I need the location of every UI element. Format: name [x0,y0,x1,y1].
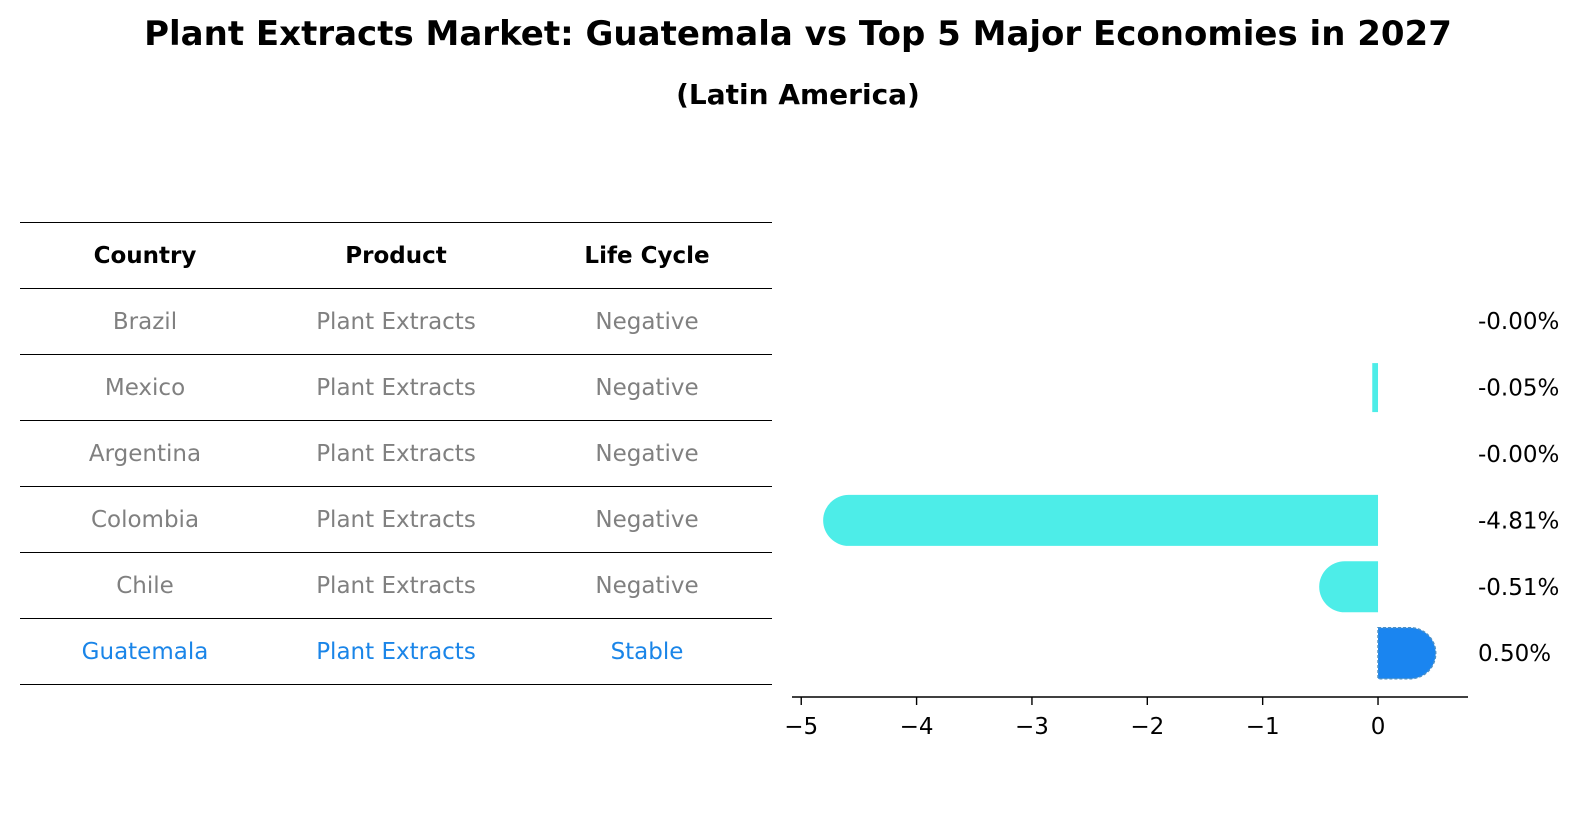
cell-country: Guatemala [20,618,270,685]
cell-country: Mexico [20,354,270,421]
table-row-highlighted: Guatemala Plant Extracts Stable [20,618,772,685]
table-row: Brazil Plant Extracts Negative [20,288,772,355]
value-label-guatemala: 0.50% [1478,641,1551,667]
value-label-mexico: -0.05% [1478,376,1559,402]
cell-product: Plant Extracts [270,420,522,487]
cell-life-cycle: Negative [522,552,772,619]
chart-title: Plant Extracts Market: Guatemala vs Top … [144,14,1452,54]
x-tick-label: 0 [1371,714,1386,740]
cell-country: Chile [20,552,270,619]
value-label-brazil: -0.00% [1478,309,1559,335]
cell-life-cycle: Stable [522,618,772,685]
cell-life-cycle: Negative [522,288,772,355]
table-row: Argentina Plant Extracts Negative [20,420,772,487]
bar-colombia [823,494,1379,546]
value-label-argentina: -0.00% [1478,442,1559,468]
table-row: Colombia Plant Extracts Negative [20,486,772,553]
table-header-row: Country Product Life Cycle [20,222,772,289]
x-tick-label: −5 [784,714,818,740]
value-label-colombia: -4.81% [1478,508,1559,534]
cell-life-cycle: Negative [522,486,772,553]
x-tick-label: −3 [1015,714,1049,740]
column-header-life-cycle: Life Cycle [522,222,772,289]
x-tick-label: −1 [1246,714,1280,740]
cell-life-cycle: Negative [522,420,772,487]
cell-product: Plant Extracts [270,552,522,619]
cell-country: Argentina [20,420,270,487]
bar-chile [1319,561,1379,613]
cell-product: Plant Extracts [270,288,522,355]
column-header-country: Country [20,222,270,289]
cell-product: Plant Extracts [270,618,522,685]
cell-product: Plant Extracts [270,354,522,421]
column-header-product: Product [270,222,522,289]
x-tick-label: −4 [900,714,934,740]
cell-product: Plant Extracts [270,486,522,553]
bar-mexico [1372,363,1379,413]
cell-country: Brazil [20,288,270,355]
value-label-chile: -0.51% [1478,575,1559,601]
table-row: Mexico Plant Extracts Negative [20,354,772,421]
bar-guatemala [1377,626,1437,680]
chart-subtitle: (Latin America) [676,78,920,111]
x-tick-label: −2 [1130,714,1164,740]
cell-country: Colombia [20,486,270,553]
table-row: Chile Plant Extracts Negative [20,552,772,619]
country-table: Country Product Life Cycle Brazil Plant … [20,222,772,685]
